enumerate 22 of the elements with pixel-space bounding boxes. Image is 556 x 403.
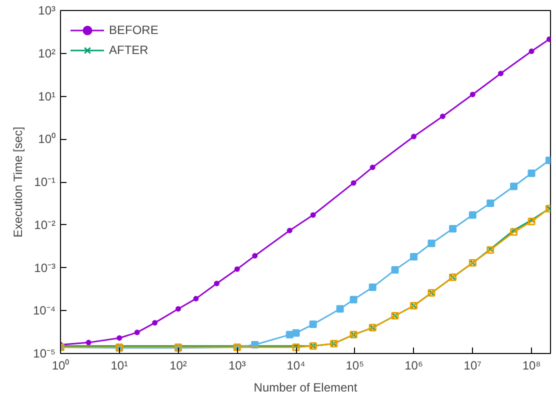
x-tick-label: 10⁷ <box>464 358 482 372</box>
x-tick-label: 10⁶ <box>404 358 423 372</box>
x-tick-label: 10² <box>170 358 187 372</box>
x-tick-label: 10¹ <box>110 358 128 372</box>
y-tick-label: 10⁻² <box>34 218 56 232</box>
y-tick-label: 10⁻⁴ <box>32 304 56 318</box>
y-tick-label: 10² <box>38 46 56 60</box>
y-axis-title: Execution Time [sec] <box>10 126 25 238</box>
x-tick-label: 10⁰ <box>52 358 70 372</box>
x-tick-label: 10⁵ <box>346 358 364 372</box>
x-tick-label: 10³ <box>228 358 246 372</box>
y-tick-label: 10⁻³ <box>34 260 56 275</box>
y-tick-label: 10⁻⁵ <box>33 346 56 360</box>
legend-label: AFTER <box>109 43 148 57</box>
x-tick-label: 10⁴ <box>286 358 306 372</box>
y-tick-label: 10⁰ <box>38 132 56 146</box>
y-tick-label: 10⁻¹ <box>34 175 56 189</box>
legend-label: BEFORE <box>109 23 158 37</box>
x-axis-title: Number of Element <box>254 380 358 394</box>
x-tick-label: 10⁸ <box>522 358 541 372</box>
y-tick-label: 10¹ <box>38 89 56 104</box>
y-tick-label: 10³ <box>38 4 56 18</box>
